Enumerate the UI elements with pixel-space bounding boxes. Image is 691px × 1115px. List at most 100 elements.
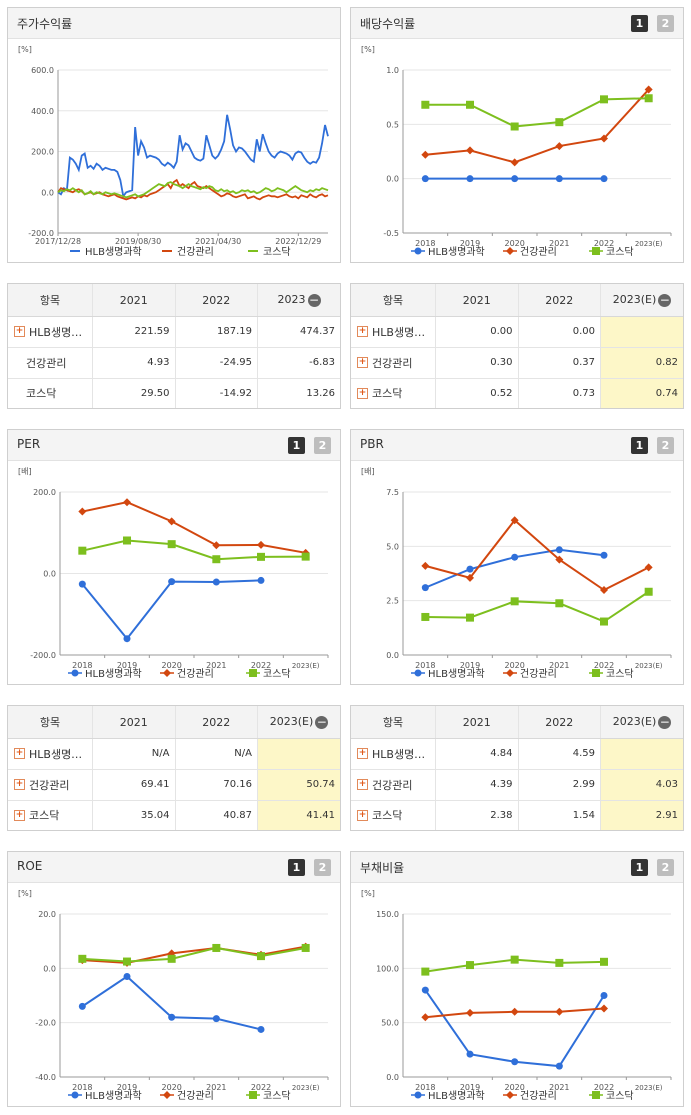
pbr-table: 항목 2021 2022 2023(E) − + HLB생명… 4.84 4.59 + 건강관리 4.…	[350, 705, 684, 831]
data-point	[506, 669, 514, 677]
view-2-button[interactable]: 2	[314, 859, 331, 876]
series-line	[82, 501, 306, 554]
table-cell: 0.37	[517, 346, 601, 379]
column-header: 항목	[8, 284, 93, 317]
x-tick-label: 2023(E)	[635, 662, 663, 670]
data-point	[421, 1013, 430, 1022]
data-point	[257, 576, 265, 584]
column-header-label: 2021	[462, 293, 491, 307]
collapse-icon[interactable]: −	[315, 714, 329, 729]
data-point	[414, 247, 422, 255]
series-line	[425, 97, 649, 128]
table-cell: 4.03	[600, 768, 683, 801]
y-tick-label: 0.0	[43, 570, 56, 579]
expand-icon[interactable]: +	[357, 809, 368, 821]
collapse-icon[interactable]: −	[307, 292, 321, 307]
legend-label: HLB생명과학	[428, 1090, 485, 1102]
data-point	[510, 1007, 519, 1016]
y-tick-label: -200.0	[30, 651, 56, 660]
view-1-button[interactable]: 1	[288, 437, 305, 454]
collapse-icon[interactable]: −	[658, 714, 672, 729]
series-line	[82, 539, 306, 561]
expand-icon[interactable]: +	[14, 748, 25, 760]
data-point	[555, 175, 563, 183]
data-point	[466, 573, 474, 582]
view-1-button[interactable]: 1	[631, 437, 648, 454]
expand-icon[interactable]: +	[357, 779, 368, 791]
row-label-cell: 코스닥	[8, 377, 93, 408]
data-point	[555, 555, 564, 564]
column-header-label: 2023(E)	[612, 293, 657, 307]
table-header-row: 항목 2021 2022 2023(E) −	[351, 284, 683, 317]
x-tick-label: 2018	[415, 239, 435, 248]
expand-icon[interactable]: +	[357, 387, 368, 399]
data-point	[78, 580, 86, 588]
data-point	[600, 95, 608, 104]
y-tick-label: 0.5	[386, 120, 399, 129]
panel-title: PER	[17, 437, 41, 451]
y-tick-label: 200.0	[31, 148, 54, 157]
view-1-button[interactable]: 1	[631, 15, 648, 32]
x-tick-label: 2022	[251, 1083, 271, 1092]
data-point	[421, 175, 429, 183]
view-1-button[interactable]: 1	[288, 859, 305, 876]
expand-icon[interactable]: +	[357, 326, 368, 338]
table-row: + 건강관리 0.30 0.37 0.82	[351, 346, 683, 379]
table-cell: -24.95	[174, 346, 258, 379]
data-point	[78, 1002, 86, 1010]
table-cell: 4.84	[435, 738, 518, 770]
view-2-button[interactable]: 2	[657, 437, 674, 454]
view-2-button[interactable]: 2	[314, 437, 331, 454]
x-tick-label: 2019	[117, 661, 137, 670]
view-1-button[interactable]: 1	[631, 859, 648, 876]
view-2-button[interactable]: 2	[657, 15, 674, 32]
y-tick-label: 100.0	[376, 964, 399, 973]
row-label: 코스닥	[372, 387, 403, 401]
collapse-icon[interactable]: −	[658, 292, 672, 307]
table-row: 코스닥 29.50 -14.92 13.26	[8, 377, 340, 408]
data-point	[123, 536, 131, 545]
y-tick-label: 0.0	[386, 175, 399, 184]
x-tick-label: 2023(E)	[292, 662, 320, 670]
data-point	[466, 175, 474, 183]
data-point	[555, 1062, 563, 1070]
x-tick-label: 2021	[549, 661, 569, 670]
expand-icon[interactable]: +	[14, 326, 25, 338]
y-tick-label: -0.5	[383, 229, 399, 238]
x-tick-label: 2018	[72, 661, 92, 670]
table-cell: 50.74	[257, 768, 340, 801]
x-tick-label: 2019	[460, 661, 480, 670]
x-tick-label: 2023(E)	[292, 1084, 320, 1092]
table-cell: 0.74	[600, 377, 683, 408]
data-point	[421, 986, 429, 994]
data-point	[167, 540, 176, 549]
column-header: 항목	[351, 706, 436, 739]
y-tick-label: -200.0	[28, 229, 54, 238]
legend-label: HLB생명과학	[428, 668, 485, 680]
expand-icon[interactable]: +	[14, 779, 25, 791]
data-point	[592, 669, 600, 677]
series-line	[81, 579, 262, 641]
expand-icon[interactable]: +	[14, 809, 25, 821]
table-cell: -6.83	[257, 346, 340, 379]
data-point	[555, 1007, 564, 1016]
x-tick-label: 2021	[206, 1083, 226, 1092]
expand-icon[interactable]: +	[357, 357, 368, 369]
data-point	[71, 1091, 79, 1099]
column-header-label: 2021	[462, 715, 491, 729]
panel-header: PER 1 2	[8, 430, 340, 461]
column-header: 2021	[92, 284, 175, 317]
row-label-cell: 건강관리	[8, 346, 93, 379]
data-point	[163, 669, 171, 677]
series-line	[57, 114, 329, 199]
data-point	[212, 943, 221, 952]
pbr-chart: [배] 7.5 5.0 2.5 0.0 2018 2019 2020 2021 2022 2023(…	[361, 467, 672, 680]
column-header-label: 2022	[202, 715, 231, 729]
stock-return-table: 항목 2021 2022 2023− + HLB생명… 221.59 187.19 474.37…	[7, 283, 341, 409]
data-point	[600, 134, 608, 143]
view-2-button[interactable]: 2	[657, 859, 674, 876]
data-point	[123, 972, 131, 980]
row-label-cell: + 건강관리	[351, 346, 436, 379]
expand-icon[interactable]: +	[357, 748, 368, 760]
